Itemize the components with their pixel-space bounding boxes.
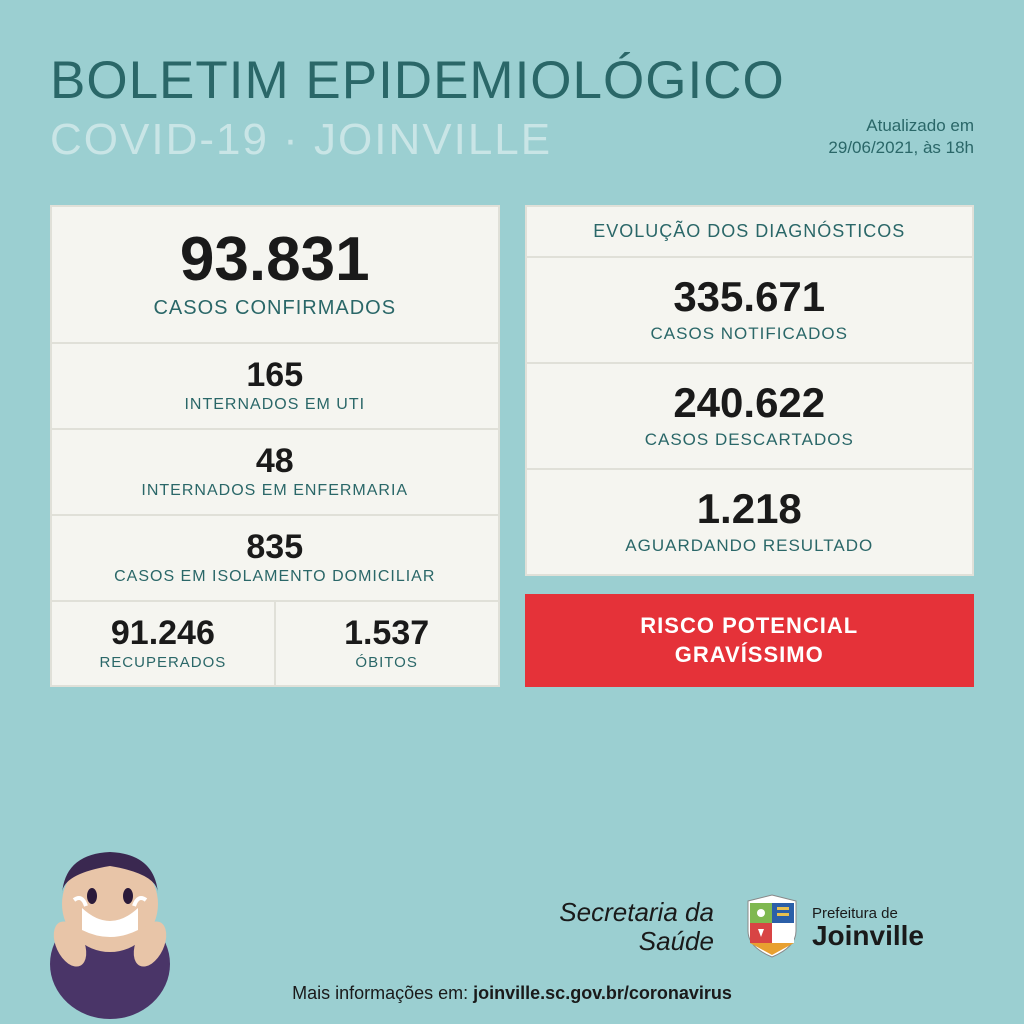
notificados-value: 335.671 [537, 276, 963, 318]
prefeitura-block: Prefeitura de Joinville [744, 893, 924, 961]
aguardando-value: 1.218 [537, 488, 963, 530]
card-recuperados: 91.246 RECUPERADOS [50, 600, 274, 687]
obitos-label: ÓBITOS [286, 654, 488, 671]
prefeitura-small: Prefeitura de [812, 905, 924, 922]
card-descartados: 240.622 CASOS DESCARTADOS [525, 362, 975, 470]
panel-right: EVOLUÇÃO DOS DIAGNÓSTICOS 335.671 CASOS … [525, 205, 975, 687]
enfermaria-label: INTERNADOS EM ENFERMARIA [62, 482, 488, 500]
info-url: joinville.sc.gov.br/coronavirus [473, 983, 732, 1003]
confirmed-value: 93.831 [62, 229, 488, 291]
prefeitura-big: Joinville [812, 922, 924, 950]
panel-left: 93.831 CASOS CONFIRMADOS 165 INTERNADOS … [50, 205, 500, 687]
coat-of-arms-icon [744, 893, 800, 961]
secretaria-line2: Saúde [559, 927, 714, 956]
card-isolamento: 835 CASOS EM ISOLAMENTO DOMICILIAR [50, 514, 500, 602]
uti-value: 165 [62, 358, 488, 392]
evolution-header: EVOLUÇÃO DOS DIAGNÓSTICOS [525, 205, 975, 258]
secretaria-line1: Secretaria da [559, 898, 714, 927]
risk-card: RISCO POTENCIAL GRAVÍSSIMO [525, 594, 975, 687]
update-info: Atualizado em 29/06/2021, às 18h [828, 115, 974, 159]
obitos-value: 1.537 [286, 616, 488, 650]
enfermaria-value: 48 [62, 444, 488, 478]
isolamento-label: CASOS EM ISOLAMENTO DOMICILIAR [62, 568, 488, 586]
secretaria-label: Secretaria da Saúde [559, 898, 714, 955]
isolamento-value: 835 [62, 530, 488, 564]
info-prefix: Mais informações em: [292, 983, 473, 1003]
confirmed-label: CASOS CONFIRMADOS [62, 297, 488, 320]
recuperados-label: RECUPERADOS [62, 654, 264, 671]
uti-label: INTERNADOS EM UTI [62, 396, 488, 414]
aguardando-label: AGUARDANDO RESULTADO [537, 536, 963, 556]
card-aguardando: 1.218 AGUARDANDO RESULTADO [525, 468, 975, 576]
bottom-row: 91.246 RECUPERADOS 1.537 ÓBITOS [50, 600, 500, 687]
header: BOLETIM EPIDEMIOLÓGICO COVID-19 · JOINVI… [0, 0, 1024, 185]
update-line2: 29/06/2021, às 18h [828, 137, 974, 159]
card-enfermaria: 48 INTERNADOS EM ENFERMARIA [50, 428, 500, 516]
risk-line1: RISCO POTENCIAL [535, 612, 965, 641]
descartados-label: CASOS DESCARTADOS [537, 430, 963, 450]
card-obitos: 1.537 ÓBITOS [274, 600, 500, 687]
update-line1: Atualizado em [828, 115, 974, 137]
title-main: BOLETIM EPIDEMIOLÓGICO [50, 50, 974, 111]
panels-container: 93.831 CASOS CONFIRMADOS 165 INTERNADOS … [0, 185, 1024, 687]
card-confirmed: 93.831 CASOS CONFIRMADOS [50, 205, 500, 344]
risk-line2: GRAVÍSSIMO [535, 641, 965, 670]
notificados-label: CASOS NOTIFICADOS [537, 324, 963, 344]
mascot-icon [20, 824, 200, 1024]
recuperados-value: 91.246 [62, 616, 264, 650]
card-notificados: 335.671 CASOS NOTIFICADOS [525, 256, 975, 364]
prefeitura-text: Prefeitura de Joinville [812, 905, 924, 950]
descartados-value: 240.622 [537, 382, 963, 424]
card-uti: 165 INTERNADOS EM UTI [50, 342, 500, 430]
